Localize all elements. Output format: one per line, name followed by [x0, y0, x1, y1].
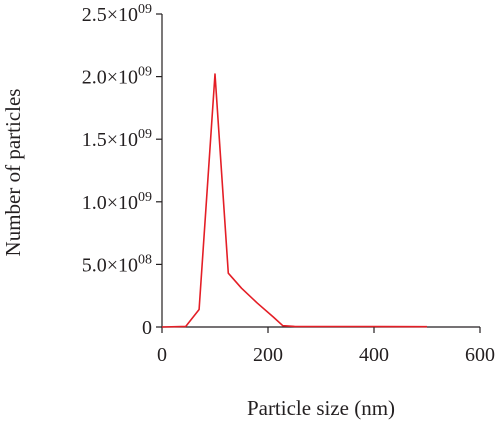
y-tick-label: 2.5×1009	[82, 2, 152, 26]
y-tick-exponent: 09	[138, 190, 152, 205]
x-axis-title: Particle size (nm)	[247, 396, 395, 420]
y-tick-mantissa: 1.5×10	[82, 129, 138, 151]
y-tick-label: 5.0×1008	[82, 252, 152, 276]
x-tick-label: 600	[465, 344, 495, 366]
y-tick-label: 2.0×1009	[82, 65, 152, 89]
x-tick-label: 400	[359, 344, 389, 366]
x-tick-label: 0	[157, 344, 167, 366]
x-tick-label: 200	[253, 344, 283, 366]
y-tick-label: 1.5×1009	[82, 127, 152, 151]
y-axis-title: Number of particles	[1, 89, 25, 257]
y-tick-mantissa: 2.5×10	[82, 4, 138, 26]
axes	[161, 14, 480, 328]
y-tick-exponent: 08	[138, 252, 152, 267]
y-tick-exponent: 09	[138, 65, 152, 80]
series-line	[161, 73, 428, 328]
series-layer	[161, 73, 428, 328]
y-tick-exponent: 09	[138, 2, 152, 17]
x-ticks: 0 200 400 600	[157, 327, 495, 366]
y-tick-mantissa: 2.0×10	[82, 67, 138, 89]
y-tick-mantissa: 1.0×10	[82, 192, 138, 214]
y-ticks: 05.0×10081.0×10091.5×10092.0×10092.5×100…	[82, 2, 162, 339]
y-tick-mantissa: 5.0×10	[82, 254, 138, 276]
y-tick-label: 0	[142, 317, 152, 339]
y-tick-exponent: 09	[138, 127, 152, 142]
y-tick-label: 1.0×1009	[82, 190, 152, 214]
